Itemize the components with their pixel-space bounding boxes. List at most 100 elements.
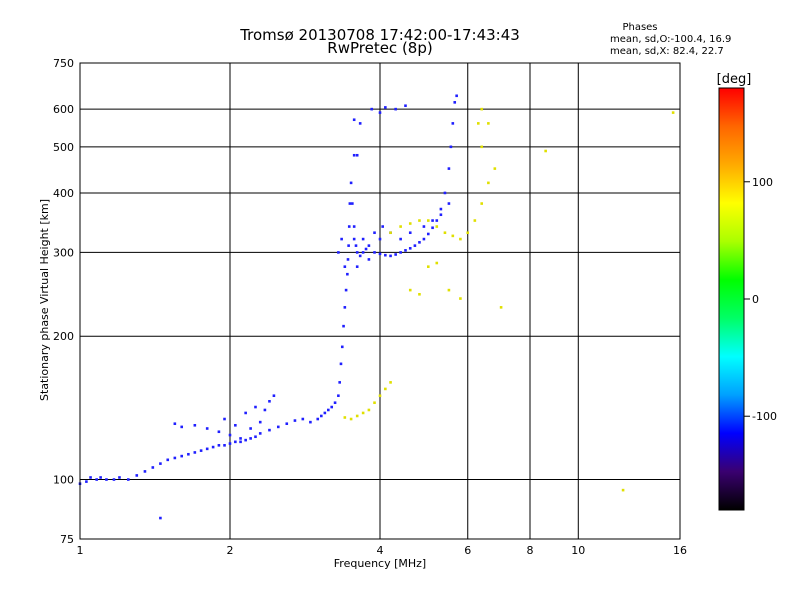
data-point	[180, 454, 184, 458]
data-point	[272, 394, 276, 398]
data-point	[180, 425, 184, 429]
legend-line-o: mean, sd,O:-100.4, 16.9	[610, 34, 731, 45]
data-point	[205, 427, 209, 430]
data-point	[621, 488, 625, 492]
data-point	[361, 411, 365, 415]
data-point	[205, 447, 209, 451]
data-point	[352, 225, 356, 228]
data-point	[234, 423, 237, 427]
data-point	[352, 118, 356, 122]
data-point	[340, 345, 344, 349]
data-point	[352, 237, 356, 241]
data-point	[480, 202, 484, 205]
data-point	[477, 122, 480, 125]
data-point	[354, 244, 358, 247]
data-point	[378, 237, 382, 241]
data-point	[447, 288, 451, 292]
grid-lines	[80, 63, 680, 539]
data-point	[431, 219, 434, 222]
data-point	[408, 222, 412, 225]
data-point	[544, 149, 547, 153]
data-point	[459, 297, 462, 300]
data-point	[193, 451, 197, 454]
data-point	[408, 247, 412, 250]
data-point	[244, 438, 247, 442]
data-point	[244, 411, 247, 415]
data-point	[344, 288, 348, 292]
data-point	[112, 478, 116, 481]
data-point	[389, 254, 392, 258]
data-point	[426, 219, 430, 222]
data-point	[173, 422, 177, 426]
data-point	[159, 462, 162, 465]
data-point	[422, 237, 426, 241]
data-point	[343, 416, 347, 419]
data-point	[439, 207, 443, 211]
data-point	[451, 122, 455, 125]
data-point	[239, 440, 242, 444]
data-point	[378, 111, 382, 114]
data-point	[268, 428, 271, 432]
y-tick-label: 600	[53, 103, 74, 116]
data-point	[358, 122, 362, 125]
data-point	[258, 432, 262, 435]
data-point	[378, 252, 382, 256]
data-point	[389, 231, 392, 235]
data-point	[435, 225, 439, 228]
colorbar-tick-label: 100	[752, 176, 773, 189]
data-point	[443, 231, 447, 235]
data-point	[373, 231, 376, 235]
data-point	[199, 449, 203, 452]
data-point	[268, 399, 271, 403]
x-axis-label: Frequency [MHz]	[334, 557, 426, 570]
data-point	[487, 181, 490, 185]
data-point	[355, 153, 359, 157]
data-point	[320, 414, 323, 418]
data-point	[455, 94, 458, 98]
data-point	[249, 427, 252, 430]
data-point	[348, 202, 352, 205]
x-tick-label: 2	[227, 544, 234, 557]
data-point	[399, 237, 402, 241]
x-axis-ticks: 1 2 4 6 8 10 16	[77, 544, 688, 557]
data-point	[223, 417, 226, 421]
data-point	[159, 516, 162, 520]
data-point	[418, 241, 421, 244]
data-point	[447, 202, 451, 205]
data-point	[367, 258, 371, 261]
data-point	[135, 474, 139, 477]
y-tick-label: 100	[53, 474, 74, 487]
data-point	[422, 225, 426, 228]
data-point	[223, 444, 226, 447]
data-point	[166, 458, 170, 462]
data-point	[487, 122, 490, 125]
data-point	[435, 219, 439, 222]
data-point	[394, 253, 397, 256]
data-point	[249, 437, 252, 440]
data-point	[426, 265, 430, 268]
data-point	[451, 234, 455, 238]
y-tick-label: 75	[60, 533, 74, 546]
chart-subtitle: RwPretec (8p)	[327, 39, 432, 57]
data-point	[399, 251, 402, 254]
data-point	[439, 213, 443, 217]
data-point	[254, 405, 257, 409]
colorbar	[718, 87, 745, 511]
data-point	[217, 430, 221, 434]
data-point	[347, 225, 351, 228]
data-point	[239, 437, 242, 440]
data-point	[404, 104, 407, 108]
y-tick-label: 300	[53, 246, 74, 259]
data-point	[370, 107, 374, 111]
data-point	[449, 145, 453, 149]
data-point	[435, 261, 439, 265]
data-point	[99, 476, 102, 479]
data-point	[373, 401, 376, 405]
data-point	[187, 452, 190, 456]
data-point	[364, 247, 368, 251]
data-point	[466, 231, 470, 235]
data-point	[671, 111, 675, 114]
data-points	[78, 94, 675, 520]
x-tick-label: 8	[527, 544, 534, 557]
